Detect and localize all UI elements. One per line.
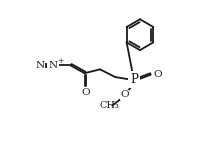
Text: +: + bbox=[57, 57, 63, 65]
Text: CH₃: CH₃ bbox=[99, 101, 119, 110]
Text: O: O bbox=[153, 70, 162, 79]
Text: O: O bbox=[120, 90, 129, 99]
Text: N: N bbox=[35, 61, 44, 70]
Text: O: O bbox=[81, 88, 90, 97]
Text: N: N bbox=[48, 61, 58, 70]
Text: P: P bbox=[130, 73, 138, 86]
